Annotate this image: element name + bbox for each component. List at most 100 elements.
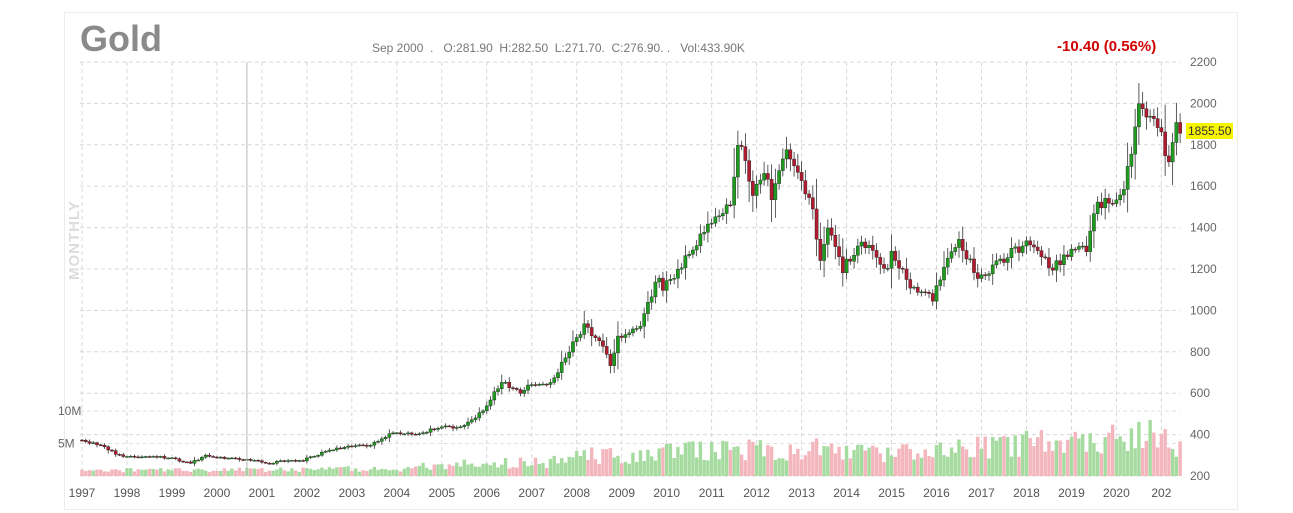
volume-bar (170, 470, 174, 476)
volume-bar (144, 469, 148, 476)
volume-bar (833, 453, 838, 476)
volume-bar (125, 468, 129, 476)
volume-bar (136, 469, 140, 476)
volume-bar (1118, 436, 1122, 476)
candle-body (653, 281, 658, 298)
volume-bar (784, 460, 789, 476)
candle-body (286, 460, 290, 462)
instrument-title: Gold (80, 18, 162, 59)
volume-bar (518, 457, 523, 476)
candle-body (80, 439, 84, 442)
price-tick-label: 200 (1190, 469, 1210, 483)
volume-bar (129, 468, 133, 476)
volume-bar (897, 448, 901, 476)
candle-body (811, 197, 815, 210)
candle-body (91, 442, 96, 444)
volume-bar (1065, 439, 1070, 476)
candle-body (361, 444, 365, 447)
candle-body (451, 426, 455, 429)
candle-body (391, 432, 395, 435)
candle-body (1174, 122, 1179, 143)
candle-body (893, 250, 898, 261)
volume-bar (552, 455, 556, 476)
volume-bar (173, 468, 178, 476)
candle-body (260, 460, 264, 463)
volume-bar (84, 470, 88, 476)
volume-bar (668, 443, 673, 476)
year-tick-label: 1998 (114, 486, 141, 500)
price-tick-label: 600 (1190, 386, 1210, 400)
volume-bar (200, 469, 204, 476)
volume-bar (889, 455, 894, 476)
candle-body (1024, 240, 1029, 247)
candle-body (211, 456, 215, 458)
volume-bar (1129, 428, 1134, 476)
candle-body (822, 244, 826, 261)
candle-body (987, 273, 991, 276)
candle-body (747, 160, 751, 182)
candle-body (661, 277, 665, 291)
volume-bar (931, 457, 935, 476)
volume-bar (638, 450, 643, 476)
candle-body (762, 173, 766, 181)
candle-body (297, 460, 302, 462)
candle-body (436, 427, 440, 430)
volume-bar (605, 449, 609, 476)
price-change: -10.40 (0.56%) (1057, 38, 1157, 55)
candle-body (188, 461, 193, 464)
candle-body (1047, 257, 1051, 269)
volume-bar (923, 449, 927, 476)
volume-bar (953, 452, 957, 476)
candle-body (1005, 257, 1010, 263)
volume-bar (526, 466, 530, 476)
volume-bar (1110, 424, 1115, 476)
candle-body (492, 391, 497, 401)
candle-body (331, 449, 335, 452)
candle-body (271, 463, 275, 465)
volume-bar (436, 464, 440, 476)
volume-bar (380, 468, 384, 476)
candle-body (102, 445, 107, 447)
candle-body (968, 258, 973, 261)
candle-body (428, 428, 433, 433)
volume-bar (263, 471, 268, 476)
candle-body (799, 172, 804, 181)
candle-body (147, 456, 152, 458)
candle-body (522, 390, 527, 394)
candle-body (121, 454, 126, 457)
volume-bar (919, 457, 924, 476)
candle-body (885, 268, 890, 270)
year-tick-label: 2010 (653, 486, 680, 500)
volume-bar (709, 442, 714, 476)
volume-bar (762, 456, 766, 476)
candle-body (383, 437, 388, 440)
volume-bar (698, 441, 703, 476)
volume-bar (1028, 438, 1032, 476)
volume-bar (117, 470, 122, 476)
volume-bar (1021, 434, 1025, 476)
volume-bar (323, 469, 328, 476)
volume-bar (1140, 447, 1145, 476)
candle-body (507, 382, 512, 388)
volume-bar (252, 468, 257, 476)
candle-body (623, 334, 628, 338)
volume-bar (335, 467, 339, 476)
volume-bar (308, 468, 313, 476)
volume-bar (646, 449, 650, 476)
volume-bar (927, 455, 931, 476)
volume-bar (691, 441, 695, 476)
volume-bar (597, 463, 601, 476)
volume-bar (619, 463, 624, 476)
volume-bar (218, 470, 223, 476)
candle-body (1170, 142, 1175, 163)
volume-bar (1069, 436, 1074, 476)
candle-body (458, 426, 463, 428)
volume-bar (470, 463, 474, 476)
volume-bar (886, 447, 890, 476)
candle-body (106, 446, 111, 451)
candle-body (990, 264, 995, 275)
candle-body (773, 183, 778, 200)
volume-bar (166, 469, 170, 476)
volume-bar (515, 467, 519, 476)
